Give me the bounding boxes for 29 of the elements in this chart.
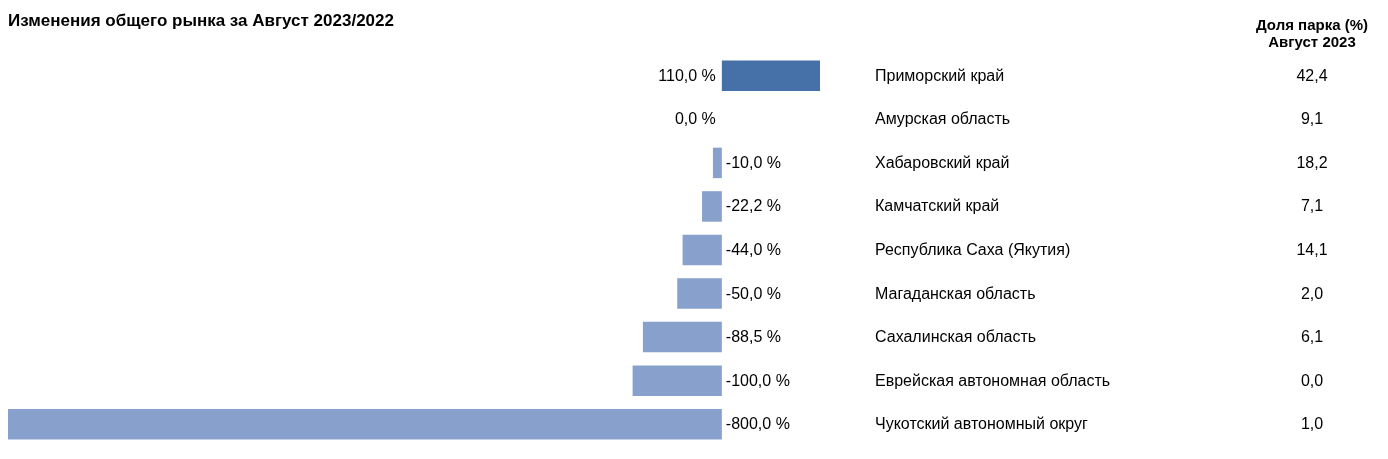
data-label: 110,0 % [658,66,716,84]
data-label: 6,1 [1300,328,1324,346]
data-label: 0,0 % [674,110,716,128]
y-tick-label: Чукотский автономный округ [875,415,1089,433]
chart-title: Изменения общего рынка за Август 2023/2022 [8,11,394,30]
data-label: 42,4 [1296,66,1328,84]
data-label: 9,1 [1300,110,1324,128]
text: Доля парка (%) Август 2023 [1255,16,1369,50]
data-label: 7,1 [1300,197,1324,215]
y-tick-label: Камчатский край [875,197,1000,215]
y-tick-label: Магаданская область [875,284,1036,302]
data-label: -88,5 % [725,328,781,346]
y-tick-label: Амурская область [875,110,1011,128]
y-tick-label: Приморский край [875,66,1005,84]
y-tick-label: Сахалинская область [875,328,1037,346]
data-label: -22,2 % [725,197,781,215]
data-label: -100,0 % [725,371,790,389]
y-tick-label: Республика Саха (Якутия) [875,241,1071,258]
data-label: 1,0 [1300,415,1324,433]
data-label: -44,0 % [725,241,781,258]
data-label: 2,0 [1300,284,1324,302]
data-label: -800,0 % [725,415,790,433]
y-tick-label: Еврейская автономная область [875,371,1111,389]
data-label: -50,0 % [725,284,781,302]
data-label: 18,2 [1296,153,1328,171]
data-label: 14,1 [1296,241,1328,258]
data-label: -10,0 % [725,153,781,171]
y-tick-label: Хабаровский край [875,153,1010,171]
data-label: 0,0 [1300,371,1324,389]
